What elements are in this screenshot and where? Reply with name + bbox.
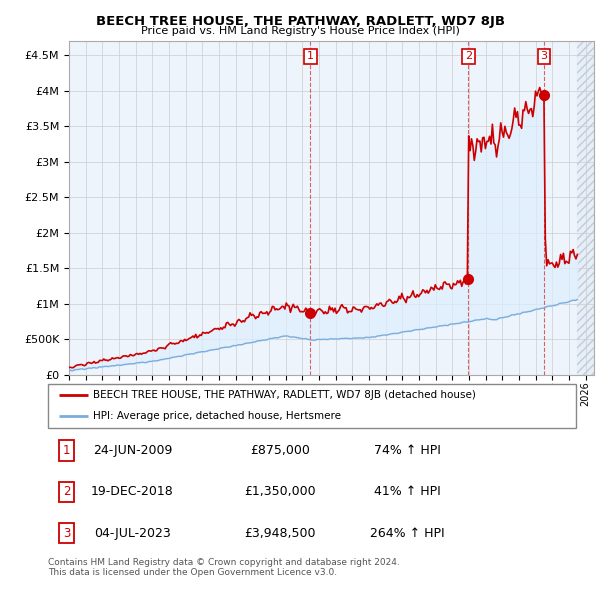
Text: £1,350,000: £1,350,000 <box>245 485 316 499</box>
FancyBboxPatch shape <box>48 384 576 428</box>
Text: 19-DEC-2018: 19-DEC-2018 <box>91 485 174 499</box>
Text: 74% ↑ HPI: 74% ↑ HPI <box>374 444 440 457</box>
Text: HPI: Average price, detached house, Hertsmere: HPI: Average price, detached house, Hert… <box>93 411 341 421</box>
Text: 2: 2 <box>465 51 472 61</box>
Polygon shape <box>577 41 594 375</box>
Text: £875,000: £875,000 <box>250 444 310 457</box>
Text: 3: 3 <box>63 526 70 540</box>
Text: 1: 1 <box>307 51 314 61</box>
Text: 41% ↑ HPI: 41% ↑ HPI <box>374 485 440 499</box>
Text: 3: 3 <box>541 51 547 61</box>
Text: £3,948,500: £3,948,500 <box>245 526 316 540</box>
Text: Contains HM Land Registry data © Crown copyright and database right 2024.
This d: Contains HM Land Registry data © Crown c… <box>48 558 400 577</box>
Text: 1: 1 <box>63 444 70 457</box>
Text: BEECH TREE HOUSE, THE PATHWAY, RADLETT, WD7 8JB: BEECH TREE HOUSE, THE PATHWAY, RADLETT, … <box>95 15 505 28</box>
Text: BEECH TREE HOUSE, THE PATHWAY, RADLETT, WD7 8JB (detached house): BEECH TREE HOUSE, THE PATHWAY, RADLETT, … <box>93 391 476 401</box>
Text: 264% ↑ HPI: 264% ↑ HPI <box>370 526 445 540</box>
Text: 04-JUL-2023: 04-JUL-2023 <box>94 526 171 540</box>
Text: Price paid vs. HM Land Registry's House Price Index (HPI): Price paid vs. HM Land Registry's House … <box>140 26 460 36</box>
Text: 2: 2 <box>63 485 70 499</box>
Text: 24-JUN-2009: 24-JUN-2009 <box>93 444 172 457</box>
